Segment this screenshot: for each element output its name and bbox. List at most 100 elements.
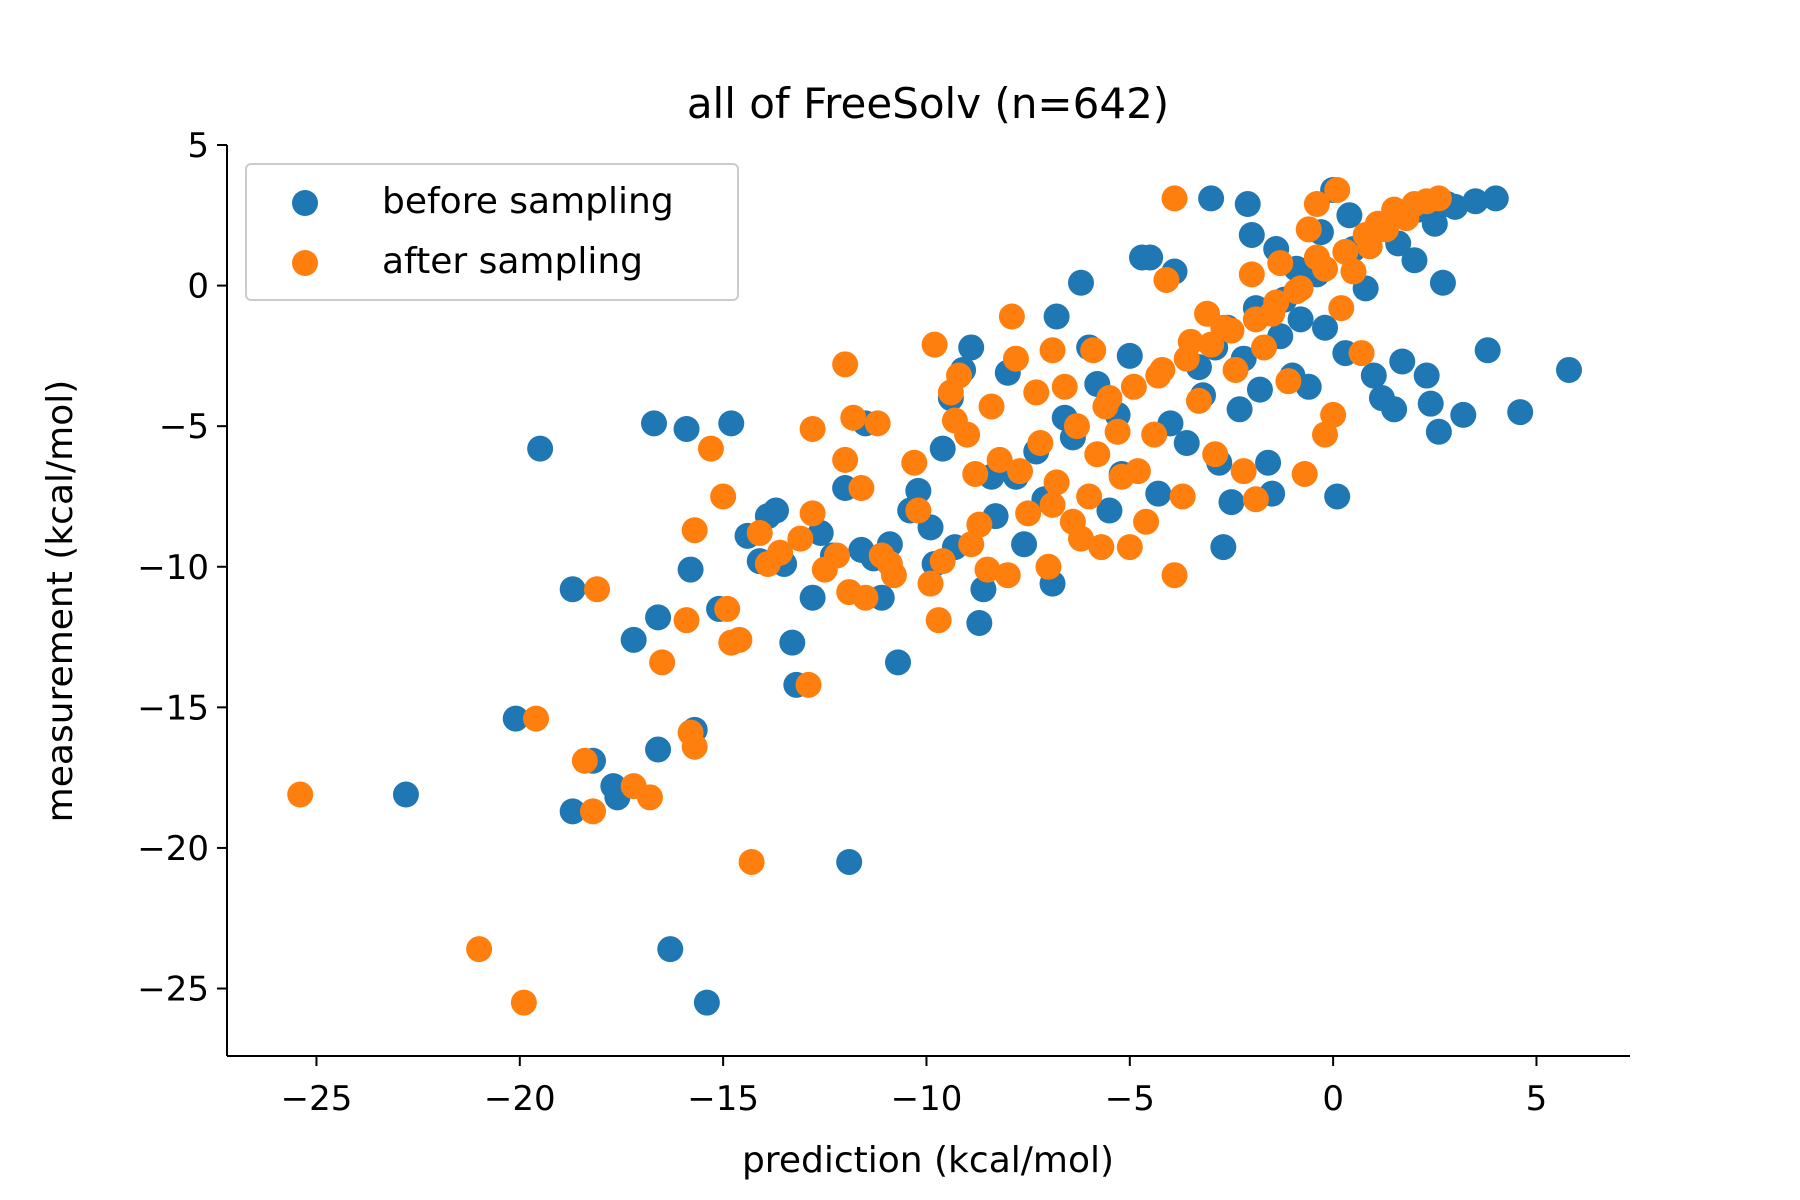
x-axis-label: prediction (kcal/mol) — [742, 1140, 1114, 1181]
scatter-point-after-sampling — [799, 415, 826, 442]
scatter-point-before-sampling — [1173, 430, 1200, 457]
scatter-point-after-sampling — [466, 936, 493, 963]
scatter-point-after-sampling — [1275, 368, 1302, 395]
scatter-point-after-sampling — [1352, 221, 1379, 248]
scatter-point-before-sampling — [1210, 534, 1237, 561]
legend-box — [245, 163, 739, 301]
scatter-point-before-sampling — [1287, 306, 1314, 333]
scatter-point-after-sampling — [998, 303, 1025, 330]
scatter-point-before-sampling — [677, 556, 704, 583]
scatter-point-after-sampling — [584, 576, 611, 603]
scatter-point-before-sampling — [807, 520, 834, 547]
scatter-point-after-sampling — [1145, 362, 1172, 389]
scatter-point-before-sampling — [1324, 483, 1351, 510]
scatter-point-after-sampling — [1324, 176, 1351, 203]
scatter-point-before-sampling — [1218, 489, 1245, 516]
series-after-sampling — [287, 176, 1452, 1016]
scatter-point-after-sampling — [1303, 191, 1330, 218]
scatter-point-after-sampling — [1202, 441, 1229, 468]
chart-title: all of FreeSolv (n=642) — [687, 79, 1169, 128]
scatter-point-after-sampling — [710, 483, 737, 510]
scatter-point-before-sampling — [559, 576, 586, 603]
scatter-point-before-sampling — [502, 705, 529, 732]
scatter-point-after-sampling — [921, 331, 948, 358]
scatter-point-after-sampling — [1425, 185, 1452, 212]
scatter-point-after-sampling — [1328, 295, 1355, 322]
scatter-point-after-sampling — [852, 584, 879, 611]
scatter-point-after-sampling — [726, 626, 753, 653]
scatter-point-before-sampling — [1507, 399, 1534, 426]
scatter-point-before-sampling — [1450, 401, 1477, 428]
scatter-point-after-sampling — [1348, 340, 1375, 367]
scatter-point-after-sampling — [966, 511, 993, 538]
scatter-point-before-sampling — [929, 435, 956, 462]
scatter-point-after-sampling — [1124, 458, 1151, 485]
scatter-point-after-sampling — [958, 531, 985, 558]
scatter-point-before-sampling — [1116, 342, 1143, 369]
scatter-point-after-sampling — [580, 798, 606, 825]
scatter-point-before-sampling — [1413, 362, 1440, 389]
scatter-point-before-sampling — [1137, 244, 1164, 271]
y-axis-label: measurement (kcal/mol) — [40, 380, 81, 823]
scatter-point-after-sampling — [1218, 317, 1245, 344]
scatter-point-before-sampling — [1043, 303, 1070, 330]
scatter-point-after-sampling — [1051, 373, 1078, 400]
scatter-point-after-sampling — [880, 562, 907, 589]
scatter-point-after-sampling — [1295, 216, 1322, 243]
scatter-point-before-sampling — [763, 497, 789, 524]
legend: before sampling after sampling — [245, 163, 739, 301]
scatter-point-before-sampling — [799, 584, 826, 611]
scatter-point-before-sampling — [1389, 348, 1416, 375]
scatter-point-before-sampling — [1474, 337, 1501, 364]
scatter-point-after-sampling — [1238, 261, 1265, 288]
x-tick-label: 5 — [1526, 1079, 1548, 1119]
scatter-point-after-sampling — [1035, 553, 1062, 580]
scatter-point-before-sampling — [958, 334, 985, 361]
scatter-point-after-sampling — [1287, 275, 1314, 302]
y-ticks: 5 0 −5 −10 −15 −20 −25 — [137, 126, 227, 1010]
scatter-point-after-sampling — [1373, 216, 1399, 243]
scatter-point-after-sampling — [811, 556, 838, 583]
scatter-point-after-sampling — [1092, 393, 1119, 420]
scatter-point-before-sampling — [559, 798, 586, 825]
scatter-point-after-sampling — [1120, 373, 1147, 400]
scatter-point-after-sampling — [1104, 418, 1131, 445]
scatter-point-after-sampling — [649, 649, 676, 676]
legend-label-after-sampling: after sampling — [382, 241, 643, 282]
scatter-point-after-sampling — [840, 404, 867, 431]
scatter-point-after-sampling — [1312, 255, 1338, 282]
scatter-point-before-sampling — [1238, 221, 1265, 248]
scatter-point-after-sampling — [1251, 334, 1277, 361]
scatter-point-before-sampling — [779, 629, 806, 656]
points-layer — [287, 176, 1582, 1016]
scatter-point-before-sampling — [527, 435, 554, 462]
scatter-point-after-sampling — [1242, 306, 1269, 333]
scatter-point-after-sampling — [1153, 266, 1180, 293]
scatter-point-after-sampling — [946, 362, 972, 389]
scatter-point-after-sampling — [917, 570, 944, 597]
y-tick-label: −15 — [137, 688, 209, 728]
scatter-point-after-sampling — [1161, 185, 1188, 212]
scatter-point-after-sampling — [1084, 441, 1111, 468]
scatter-point-after-sampling — [1133, 508, 1160, 535]
scatter-point-after-sampling — [848, 475, 875, 502]
x-tick-label: −20 — [484, 1079, 556, 1119]
scatter-point-after-sampling — [1340, 258, 1367, 285]
y-tick-label: −10 — [137, 548, 209, 588]
scatter-point-after-sampling — [738, 848, 765, 875]
scatter-point-after-sampling — [1267, 250, 1294, 277]
scatter-point-after-sampling — [714, 595, 741, 622]
scatter-point-after-sampling — [1039, 337, 1066, 364]
scatter-point-after-sampling — [864, 410, 891, 437]
y-tick-label: −25 — [137, 970, 209, 1010]
scatter-point-after-sampling — [510, 989, 537, 1016]
scatter-point-before-sampling — [693, 989, 720, 1016]
scatter-point-before-sampling — [1226, 396, 1253, 423]
scatter-point-after-sampling — [1230, 458, 1257, 485]
scatter-point-before-sampling — [1336, 202, 1363, 229]
scatter-point-before-sampling — [645, 736, 672, 763]
scatter-point-after-sampling — [787, 525, 814, 552]
scatter-point-after-sampling — [1063, 413, 1090, 440]
scatter-point-before-sampling — [1096, 497, 1123, 524]
